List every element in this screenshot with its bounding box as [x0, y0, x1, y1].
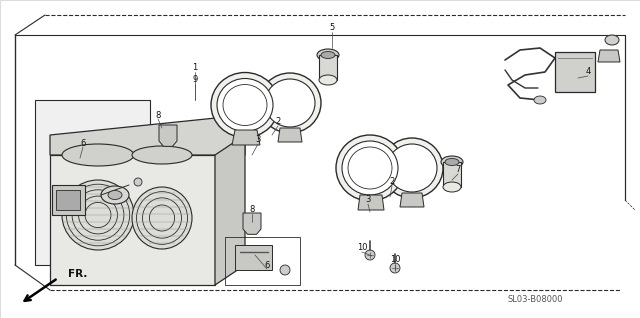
Ellipse shape — [108, 190, 122, 199]
Ellipse shape — [217, 79, 273, 132]
Ellipse shape — [265, 79, 315, 127]
Circle shape — [280, 265, 290, 275]
Text: 6: 6 — [80, 139, 86, 148]
Circle shape — [365, 250, 375, 260]
Polygon shape — [50, 115, 245, 155]
Text: FR.: FR. — [68, 269, 88, 279]
Text: 3: 3 — [255, 135, 260, 144]
Ellipse shape — [534, 96, 546, 104]
Ellipse shape — [211, 73, 279, 137]
Text: 10: 10 — [356, 244, 367, 252]
Polygon shape — [443, 162, 461, 187]
Ellipse shape — [132, 187, 192, 249]
Ellipse shape — [387, 144, 437, 192]
Ellipse shape — [62, 180, 134, 250]
Text: 10: 10 — [390, 255, 400, 265]
Ellipse shape — [62, 144, 134, 166]
Polygon shape — [598, 50, 620, 62]
Text: 4: 4 — [586, 67, 591, 77]
Ellipse shape — [381, 138, 443, 198]
Ellipse shape — [336, 135, 404, 201]
Ellipse shape — [445, 158, 459, 165]
Text: 8: 8 — [250, 205, 255, 215]
Circle shape — [390, 263, 400, 273]
Text: 1: 1 — [193, 64, 198, 73]
Text: 6: 6 — [264, 260, 269, 269]
Polygon shape — [243, 213, 261, 234]
Ellipse shape — [342, 141, 398, 195]
Ellipse shape — [101, 186, 129, 204]
Text: 8: 8 — [156, 110, 161, 120]
Ellipse shape — [317, 49, 339, 61]
Polygon shape — [159, 125, 177, 146]
Ellipse shape — [443, 182, 461, 192]
Polygon shape — [358, 195, 384, 210]
Polygon shape — [52, 185, 85, 215]
Circle shape — [134, 178, 142, 186]
Ellipse shape — [259, 73, 321, 133]
Polygon shape — [235, 245, 272, 270]
Polygon shape — [215, 135, 245, 285]
Text: 5: 5 — [330, 24, 335, 32]
Ellipse shape — [319, 75, 337, 85]
Text: SL03-B08000: SL03-B08000 — [508, 295, 563, 305]
Ellipse shape — [605, 35, 619, 45]
Text: 2: 2 — [275, 117, 280, 127]
Text: 3: 3 — [365, 196, 371, 204]
Ellipse shape — [441, 156, 463, 168]
Polygon shape — [555, 52, 595, 92]
Polygon shape — [56, 190, 80, 210]
Text: 2: 2 — [389, 177, 395, 186]
Text: 9: 9 — [193, 75, 198, 85]
Ellipse shape — [132, 146, 192, 164]
Polygon shape — [319, 55, 337, 80]
Polygon shape — [50, 155, 215, 285]
Polygon shape — [400, 193, 424, 207]
Ellipse shape — [321, 52, 335, 59]
Polygon shape — [35, 100, 150, 265]
Polygon shape — [232, 130, 260, 145]
Polygon shape — [278, 128, 302, 142]
Text: 7: 7 — [455, 165, 461, 175]
